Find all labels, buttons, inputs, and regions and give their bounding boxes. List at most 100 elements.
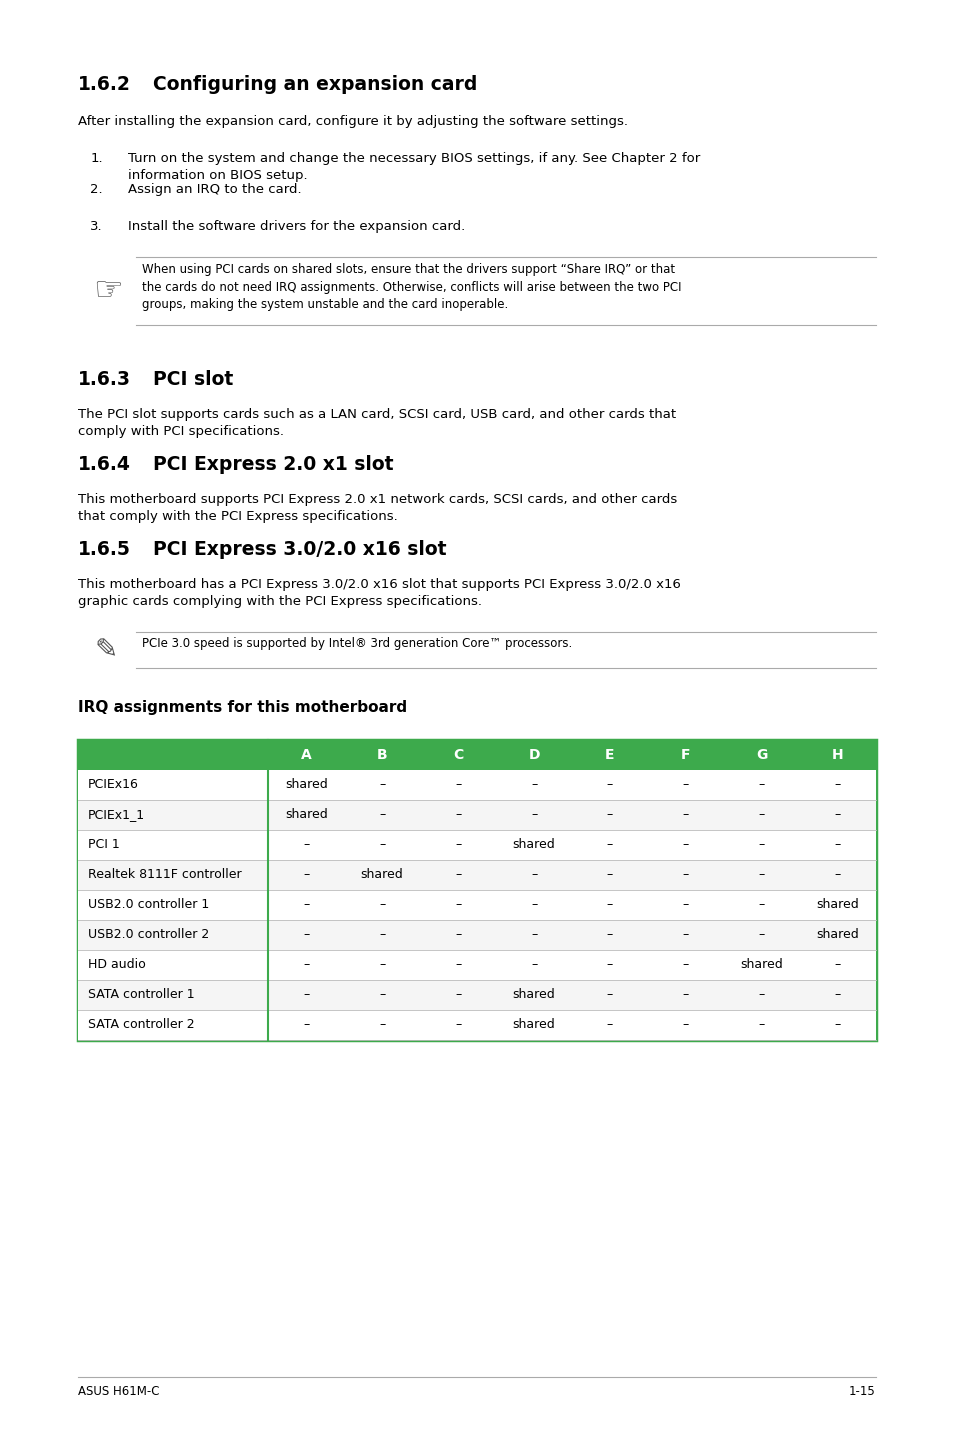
- Text: –: –: [834, 839, 840, 852]
- Text: –: –: [682, 868, 688, 882]
- Text: SATA controller 2: SATA controller 2: [88, 1018, 194, 1031]
- Text: shared: shared: [512, 988, 555, 1001]
- Text: 1.6.3: 1.6.3: [78, 369, 132, 390]
- Text: –: –: [531, 958, 537, 971]
- Text: shared: shared: [512, 1018, 555, 1031]
- Text: This motherboard has a PCI Express 3.0/2.0 x16 slot that supports PCI Express 3.: This motherboard has a PCI Express 3.0/2…: [78, 579, 680, 609]
- Text: –: –: [378, 898, 385, 912]
- Text: Realtek 8111F controller: Realtek 8111F controller: [88, 868, 242, 882]
- Bar: [78, 831, 875, 861]
- Text: –: –: [758, 809, 764, 822]
- Text: After installing the expansion card, configure it by adjusting the software sett: After installing the expansion card, con…: [78, 115, 628, 127]
- Text: A: A: [300, 748, 312, 762]
- Text: –: –: [758, 898, 764, 912]
- Text: PCI 1: PCI 1: [88, 839, 120, 852]
- Bar: [78, 740, 875, 770]
- Text: –: –: [378, 988, 385, 1001]
- Text: 3.: 3.: [91, 221, 103, 233]
- Text: PCIe 3.0 speed is supported by Intel® 3rd generation Core™ processors.: PCIe 3.0 speed is supported by Intel® 3r…: [142, 637, 572, 650]
- Text: F: F: [680, 748, 690, 762]
- Text: PCIEx1_1: PCIEx1_1: [88, 809, 145, 822]
- Bar: [78, 919, 875, 949]
- Text: 1.: 1.: [91, 152, 103, 165]
- Text: –: –: [758, 928, 764, 941]
- Text: –: –: [378, 958, 385, 971]
- Text: –: –: [682, 839, 688, 852]
- Text: G: G: [756, 748, 767, 762]
- Bar: [78, 1010, 875, 1040]
- Text: When using PCI cards on shared slots, ensure that the drivers support “Share IRQ: When using PCI cards on shared slots, en…: [142, 263, 681, 311]
- Text: 1.6.4: 1.6.4: [78, 455, 131, 474]
- Text: –: –: [378, 928, 385, 941]
- Text: –: –: [531, 779, 537, 792]
- Text: shared: shared: [360, 868, 403, 882]
- Text: ✎: ✎: [94, 636, 118, 664]
- Text: The PCI slot supports cards such as a LAN card, SCSI card, USB card, and other c: The PCI slot supports cards such as a LA…: [78, 408, 676, 438]
- Bar: [78, 861, 875, 891]
- Text: –: –: [303, 839, 309, 852]
- Text: HD audio: HD audio: [88, 958, 146, 971]
- Text: –: –: [606, 958, 613, 971]
- Text: –: –: [303, 868, 309, 882]
- Bar: [78, 949, 875, 979]
- Text: 1.6.5: 1.6.5: [78, 540, 131, 558]
- Text: –: –: [455, 898, 460, 912]
- Text: –: –: [303, 1018, 309, 1031]
- Text: –: –: [606, 1018, 613, 1031]
- Text: shared: shared: [285, 809, 327, 822]
- Text: B: B: [376, 748, 387, 762]
- Text: This motherboard supports PCI Express 2.0 x1 network cards, SCSI cards, and othe: This motherboard supports PCI Express 2.…: [78, 493, 677, 523]
- Text: IRQ assignments for this motherboard: IRQ assignments for this motherboard: [78, 700, 407, 715]
- Text: shared: shared: [816, 928, 859, 941]
- Text: –: –: [455, 928, 460, 941]
- Text: shared: shared: [512, 839, 555, 852]
- Text: PCI Express 3.0/2.0 x16 slot: PCI Express 3.0/2.0 x16 slot: [153, 540, 446, 558]
- Text: –: –: [303, 928, 309, 941]
- Text: PCIEx16: PCIEx16: [88, 779, 139, 792]
- Text: –: –: [531, 868, 537, 882]
- Text: –: –: [606, 809, 613, 822]
- Text: ASUS H61M-C: ASUS H61M-C: [78, 1385, 159, 1398]
- Text: –: –: [455, 839, 460, 852]
- Text: 2.: 2.: [91, 183, 103, 196]
- Text: shared: shared: [740, 958, 782, 971]
- Text: –: –: [606, 839, 613, 852]
- Text: –: –: [455, 868, 460, 882]
- Text: –: –: [606, 928, 613, 941]
- Text: D: D: [528, 748, 539, 762]
- Text: –: –: [606, 868, 613, 882]
- Bar: [78, 800, 875, 831]
- Text: –: –: [531, 928, 537, 941]
- Text: –: –: [303, 898, 309, 912]
- Text: ☞: ☞: [93, 275, 123, 308]
- Text: 1.6.2: 1.6.2: [78, 74, 131, 95]
- Text: –: –: [834, 988, 840, 1001]
- Text: Turn on the system and change the necessary BIOS settings, if any. See Chapter 2: Turn on the system and change the necess…: [128, 152, 700, 182]
- Text: –: –: [758, 779, 764, 792]
- Text: –: –: [378, 779, 385, 792]
- Text: –: –: [682, 898, 688, 912]
- Text: –: –: [378, 809, 385, 822]
- Text: shared: shared: [816, 898, 859, 912]
- Text: –: –: [378, 1018, 385, 1031]
- Text: –: –: [455, 958, 460, 971]
- Text: –: –: [758, 1018, 764, 1031]
- Text: –: –: [303, 988, 309, 1001]
- Text: C: C: [453, 748, 463, 762]
- Text: 1-15: 1-15: [848, 1385, 875, 1398]
- Text: –: –: [682, 779, 688, 792]
- Text: Install the software drivers for the expansion card.: Install the software drivers for the exp…: [128, 221, 465, 233]
- Text: –: –: [834, 1018, 840, 1031]
- Text: –: –: [834, 809, 840, 822]
- Text: –: –: [834, 868, 840, 882]
- Text: –: –: [758, 868, 764, 882]
- Text: PCI slot: PCI slot: [153, 369, 233, 390]
- Bar: [78, 740, 875, 1040]
- Text: –: –: [834, 958, 840, 971]
- Text: –: –: [455, 779, 460, 792]
- Text: USB2.0 controller 2: USB2.0 controller 2: [88, 928, 210, 941]
- Text: –: –: [606, 779, 613, 792]
- Text: SATA controller 1: SATA controller 1: [88, 988, 194, 1001]
- Text: –: –: [758, 988, 764, 1001]
- Text: –: –: [378, 839, 385, 852]
